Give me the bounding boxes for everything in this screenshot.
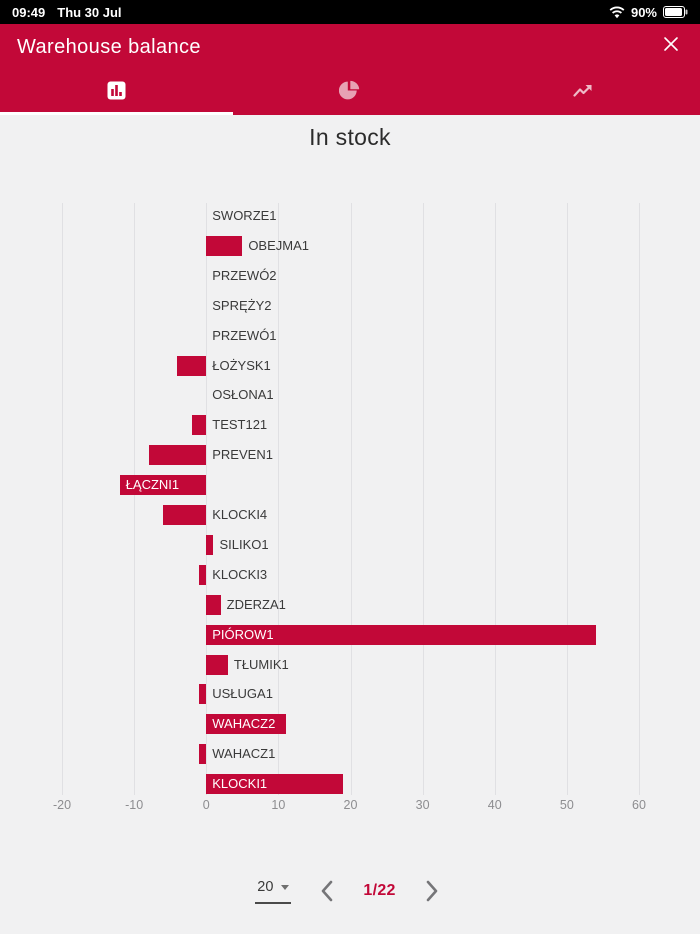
bar-label-zderza1: ZDERZA1 — [226, 596, 286, 612]
bar-label-tłumik1: TŁUMIK1 — [233, 656, 289, 672]
battery-percent: 90% — [630, 4, 657, 20]
status-right: 90% — [609, 5, 688, 20]
battery-icon — [663, 6, 688, 18]
prev-page-button[interactable] — [314, 878, 340, 904]
close-button[interactable] — [656, 32, 686, 62]
chevron-right-icon — [426, 880, 438, 902]
bar-label-piórow1: PIÓROW1 — [212, 626, 274, 642]
chart-title: In stock — [309, 124, 391, 150]
chevron-left-icon — [322, 880, 333, 902]
status-bar: 09:49 Thu 30 Jul 90% — [0, 0, 700, 24]
x-axis-tick-label: -20 — [52, 798, 72, 812]
bar-klocki3 — [199, 564, 207, 585]
gridline — [566, 203, 568, 795]
bar-label-klocki4: KLOCKI4 — [212, 507, 268, 522]
bar-label-preven1: PREVEN1 — [212, 447, 273, 463]
bar-label-łożysk1: ŁOŻYSK1 — [212, 357, 271, 373]
gridline — [639, 203, 640, 795]
pagination: 20 1/22 — [0, 878, 700, 904]
bar-klocki1 — [206, 774, 344, 795]
bar-label-test121: TEST121 — [212, 417, 268, 433]
app-header: Warehouse balance — [0, 24, 700, 115]
bar-obejma1 — [206, 235, 243, 256]
next-page-button[interactable] — [419, 878, 445, 904]
gridline — [206, 203, 208, 795]
bar-label-usługa1: USŁUGA1 — [212, 686, 273, 702]
tab-line-chart[interactable] — [467, 70, 700, 111]
x-axis-tick-label: 30 — [415, 798, 430, 812]
bar-łożysk1 — [177, 355, 207, 376]
bar-label-spręży2: SPRĘŻY2 — [212, 297, 272, 313]
bar-label-obejma1: OBEJMA1 — [248, 237, 309, 253]
gridline — [422, 203, 424, 795]
bar-wahacz1 — [199, 744, 207, 765]
bar-label-klocki3: KLOCKI3 — [212, 566, 268, 582]
x-axis-tick-label: 0 — [202, 798, 210, 812]
bar-label-wahacz1: WAHACZ1 — [212, 746, 276, 762]
page-size-value: 20 — [257, 878, 274, 895]
caret-down-icon — [281, 885, 290, 890]
tab-bar-chart[interactable] — [0, 70, 233, 111]
tab-bar — [0, 70, 700, 111]
x-axis-tick-label: 40 — [487, 798, 502, 812]
bar-label-osłona1: OSŁONA1 — [212, 387, 274, 403]
x-axis-tick-label: 50 — [559, 798, 574, 812]
clock: 09:49 — [12, 4, 46, 20]
bar-preven1 — [148, 445, 207, 466]
gridline — [278, 203, 280, 795]
bar-label-siliko1: SILIKO1 — [219, 536, 269, 552]
bar-usługa1 — [199, 684, 207, 705]
status-date: Thu 30 Jul — [57, 4, 122, 20]
pie-chart-icon — [339, 80, 360, 101]
tab-pie-chart[interactable] — [233, 70, 466, 111]
bar-label-łączni1: ŁĄCZNI1 — [125, 477, 180, 493]
line-chart-icon — [572, 82, 594, 100]
bar-test121 — [191, 415, 207, 436]
wifi-icon — [609, 6, 625, 19]
bar-klocki4 — [162, 505, 207, 525]
bar-chart-icon — [107, 81, 126, 100]
status-left: 09:49 Thu 30 Jul — [12, 5, 122, 20]
x-axis-tick-label: 60 — [632, 798, 646, 812]
gridline — [134, 203, 136, 795]
x-axis-tick-label: 10 — [271, 798, 286, 812]
bar-label-przewó1: PRZEWÓ1 — [212, 327, 277, 343]
bar-zderza1 — [206, 594, 221, 615]
screen-title: Warehouse balance — [17, 35, 201, 58]
bar-siliko1 — [206, 534, 214, 555]
bar-label-przewó2: PRZEWÓ2 — [212, 267, 277, 283]
x-axis-tick-label: 20 — [343, 798, 358, 812]
bar-label-klocki1: KLOCKI1 — [212, 776, 268, 792]
bar-łączni1 — [119, 475, 207, 496]
gridline — [350, 203, 352, 795]
bar-label-wahacz2: WAHACZ2 — [212, 716, 276, 732]
gridline — [494, 203, 496, 795]
bar-piórow1 — [206, 624, 596, 645]
gridline — [62, 203, 63, 795]
bar-wahacz2 — [206, 714, 286, 735]
close-icon — [664, 37, 678, 51]
content: In stock -20 -10 0 10 20 30 40 50 60 SWORZE1 OBEJM… — [0, 115, 700, 934]
bar-tłumik1 — [206, 654, 228, 675]
bar-label-sworze1: SWORZE1 — [212, 208, 277, 223]
in-stock-bar-chart: -20 -10 0 10 20 30 40 50 60 SWORZE1 OBEJMA1 PRZEWÓ2… — [0, 200, 700, 830]
page-size-dropdown[interactable]: 20 — [255, 878, 292, 904]
page-indicator: 1/22 — [363, 882, 396, 899]
header-title-row: Warehouse balance — [0, 24, 700, 70]
x-axis-tick-label: -10 — [125, 798, 144, 812]
active-tab-indicator — [0, 112, 233, 115]
